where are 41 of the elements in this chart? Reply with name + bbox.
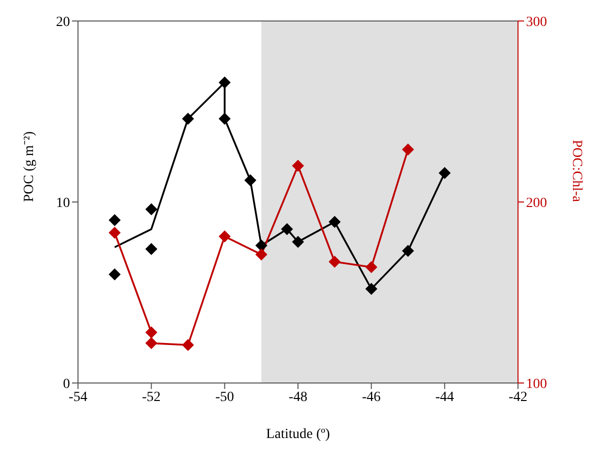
- x-tick-label: -54: [68, 390, 88, 405]
- point: [244, 174, 256, 186]
- point: [255, 248, 268, 260]
- point: [218, 76, 231, 89]
- x-tick-label: -42: [508, 390, 528, 405]
- point: [402, 244, 414, 257]
- point: [145, 326, 158, 338]
- point: [328, 216, 341, 228]
- point: [365, 282, 378, 295]
- point: [281, 223, 293, 236]
- point: [145, 203, 158, 216]
- point: [145, 243, 158, 256]
- point: [108, 214, 121, 226]
- x-tick-label: -50: [215, 390, 234, 405]
- point: [292, 236, 304, 248]
- point: [438, 167, 451, 180]
- y2-tick-label: 100: [526, 376, 547, 392]
- y-tick-label: 10: [56, 196, 70, 211]
- y2-tick-label: 300: [526, 14, 547, 30]
- y-tick-label: 0: [63, 376, 70, 392]
- point: [108, 226, 121, 239]
- x-tick-label: -48: [288, 390, 308, 405]
- x-axis-title: Latitude (º): [266, 427, 330, 442]
- point: [328, 256, 341, 268]
- point: [182, 112, 194, 125]
- point: [182, 338, 194, 351]
- y2-axis-title: POC:Chl-a: [569, 140, 584, 203]
- x-tick-label: -44: [435, 390, 454, 405]
- point: [365, 261, 378, 274]
- point: [218, 230, 231, 242]
- point: [108, 268, 121, 280]
- x-tick-label: -46: [362, 390, 381, 405]
- point: [402, 144, 414, 156]
- y-tick-label: 20: [56, 14, 70, 30]
- x-tick-label: -52: [142, 390, 161, 405]
- point: [218, 112, 231, 125]
- y-axis-title: POC (g m⁻²): [22, 131, 37, 202]
- y2-tick-label: 200: [526, 196, 547, 211]
- point: [292, 160, 304, 172]
- point: [255, 239, 268, 252]
- point: [145, 337, 158, 350]
